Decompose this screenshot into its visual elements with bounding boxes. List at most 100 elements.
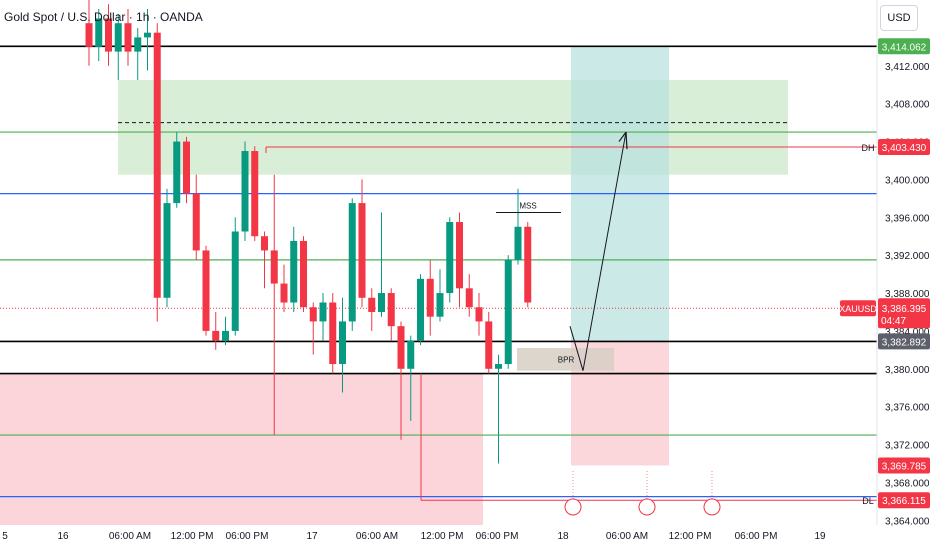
- candle-body: [300, 240, 307, 308]
- time-tick-label: 06:00 PM: [735, 531, 778, 542]
- candle: [251, 146, 259, 241]
- demand-zone: [0, 373, 483, 525]
- candle: [368, 288, 376, 331]
- candle-body: [212, 330, 220, 341]
- bpr-zone: [517, 347, 614, 371]
- candle-body: [465, 288, 473, 308]
- price-tag-dl: [878, 492, 930, 509]
- price-tag-level: [878, 333, 930, 350]
- projection-arrowhead: [618, 131, 628, 150]
- candle-body: [114, 23, 122, 52]
- price-tag-top-text: 3,414.062: [882, 42, 927, 53]
- candle: [192, 174, 200, 260]
- price-tick-label: 3,364.000: [885, 516, 930, 527]
- candle: [270, 174, 278, 436]
- candle: [426, 259, 434, 336]
- dl-label: DL: [862, 496, 874, 506]
- candle-body: [387, 293, 395, 327]
- price-tag-top: [878, 38, 930, 55]
- candle-body: [290, 240, 298, 303]
- price-tick-label: 3,400.000: [885, 175, 930, 186]
- supply-zone: [118, 80, 788, 175]
- candle: [348, 198, 356, 331]
- candle: [300, 236, 307, 312]
- price-tick-label: 3,412.000: [885, 62, 930, 73]
- time-tick-label: 12:00 PM: [669, 531, 712, 542]
- time-tick-label: 16: [57, 531, 69, 542]
- price-tick-label: 3,392.000: [885, 251, 930, 262]
- candle-body: [368, 297, 376, 312]
- candle: [163, 188, 171, 308]
- time-tick-label: 06:00 AM: [606, 531, 648, 542]
- candle-body: [378, 293, 385, 312]
- candle-body: [456, 222, 463, 289]
- symbol-tag: [840, 300, 876, 317]
- candle: [378, 212, 385, 317]
- chart-title: Gold Spot / U.S. Dollar · 1h · OANDA: [4, 10, 203, 24]
- candle-body: [153, 32, 161, 298]
- candle-body: [358, 203, 366, 298]
- zones-layer: [0, 46, 788, 525]
- price-tag-dh: [878, 138, 930, 155]
- candle: [387, 288, 395, 341]
- candles-layer: [85, 0, 532, 464]
- candle: [465, 274, 473, 317]
- candle-body: [241, 151, 249, 232]
- candle: [261, 231, 268, 289]
- candle: [124, 9, 132, 66]
- candle: [446, 217, 454, 303]
- candle: [114, 13, 122, 81]
- price-tag-stop-text: 3,369.785: [882, 461, 927, 472]
- candle-body: [173, 141, 181, 204]
- time-tick-label: 5: [2, 531, 8, 542]
- time-tick-label: 17: [306, 531, 318, 542]
- candle-body: [105, 18, 112, 52]
- time-tick-label: 06:00 AM: [109, 531, 151, 542]
- candle: [202, 245, 210, 336]
- annotations-layer: MSS BPR: [496, 131, 628, 371]
- candle: [407, 335, 415, 421]
- candle-body: [222, 330, 229, 341]
- candle: [485, 311, 493, 374]
- candle: [329, 293, 337, 374]
- candle-body: [514, 226, 522, 260]
- candle: [153, 23, 161, 322]
- candle-body: [446, 222, 454, 294]
- price-tick-label: 3,408.000: [885, 100, 930, 111]
- candle-body: [524, 226, 532, 303]
- time-tick-label: 19: [814, 531, 826, 542]
- price-tag-dl-text: 3,366.115: [882, 496, 926, 507]
- candle: [417, 274, 424, 346]
- countdown-timer: 04:47: [881, 316, 906, 327]
- candle-body: [504, 259, 512, 365]
- candle: [231, 217, 239, 336]
- candle: [339, 297, 346, 393]
- candle-body: [475, 307, 483, 322]
- candle: [358, 179, 366, 308]
- mss-label: MSS: [519, 202, 536, 211]
- time-tick-label: 12:00 PM: [171, 531, 214, 542]
- candle-body: [192, 193, 200, 251]
- candle-body: [426, 278, 434, 317]
- currency-button[interactable]: USD: [880, 5, 918, 31]
- candle-body: [251, 151, 259, 237]
- candle: [495, 354, 502, 464]
- candle-body: [231, 231, 239, 331]
- price-tick-label: 3,380.000: [885, 365, 930, 376]
- candle: [222, 316, 229, 346]
- event-marker-icon: [703, 498, 721, 516]
- price-tag-stop: [878, 457, 930, 474]
- price-tick-label: 3,372.000: [885, 441, 930, 452]
- candle: [475, 293, 483, 336]
- current-price-tag: [878, 298, 930, 329]
- candle: [290, 226, 298, 312]
- price-tick-label: 3,388.000: [885, 289, 930, 300]
- event-marker-icon: [564, 498, 582, 516]
- candle-body: [163, 203, 171, 298]
- candle-body: [261, 236, 268, 251]
- candle: [134, 27, 142, 81]
- candle-body: [436, 293, 444, 317]
- candle: [514, 188, 522, 265]
- price-tag-level-text: 3,382.892: [882, 337, 927, 348]
